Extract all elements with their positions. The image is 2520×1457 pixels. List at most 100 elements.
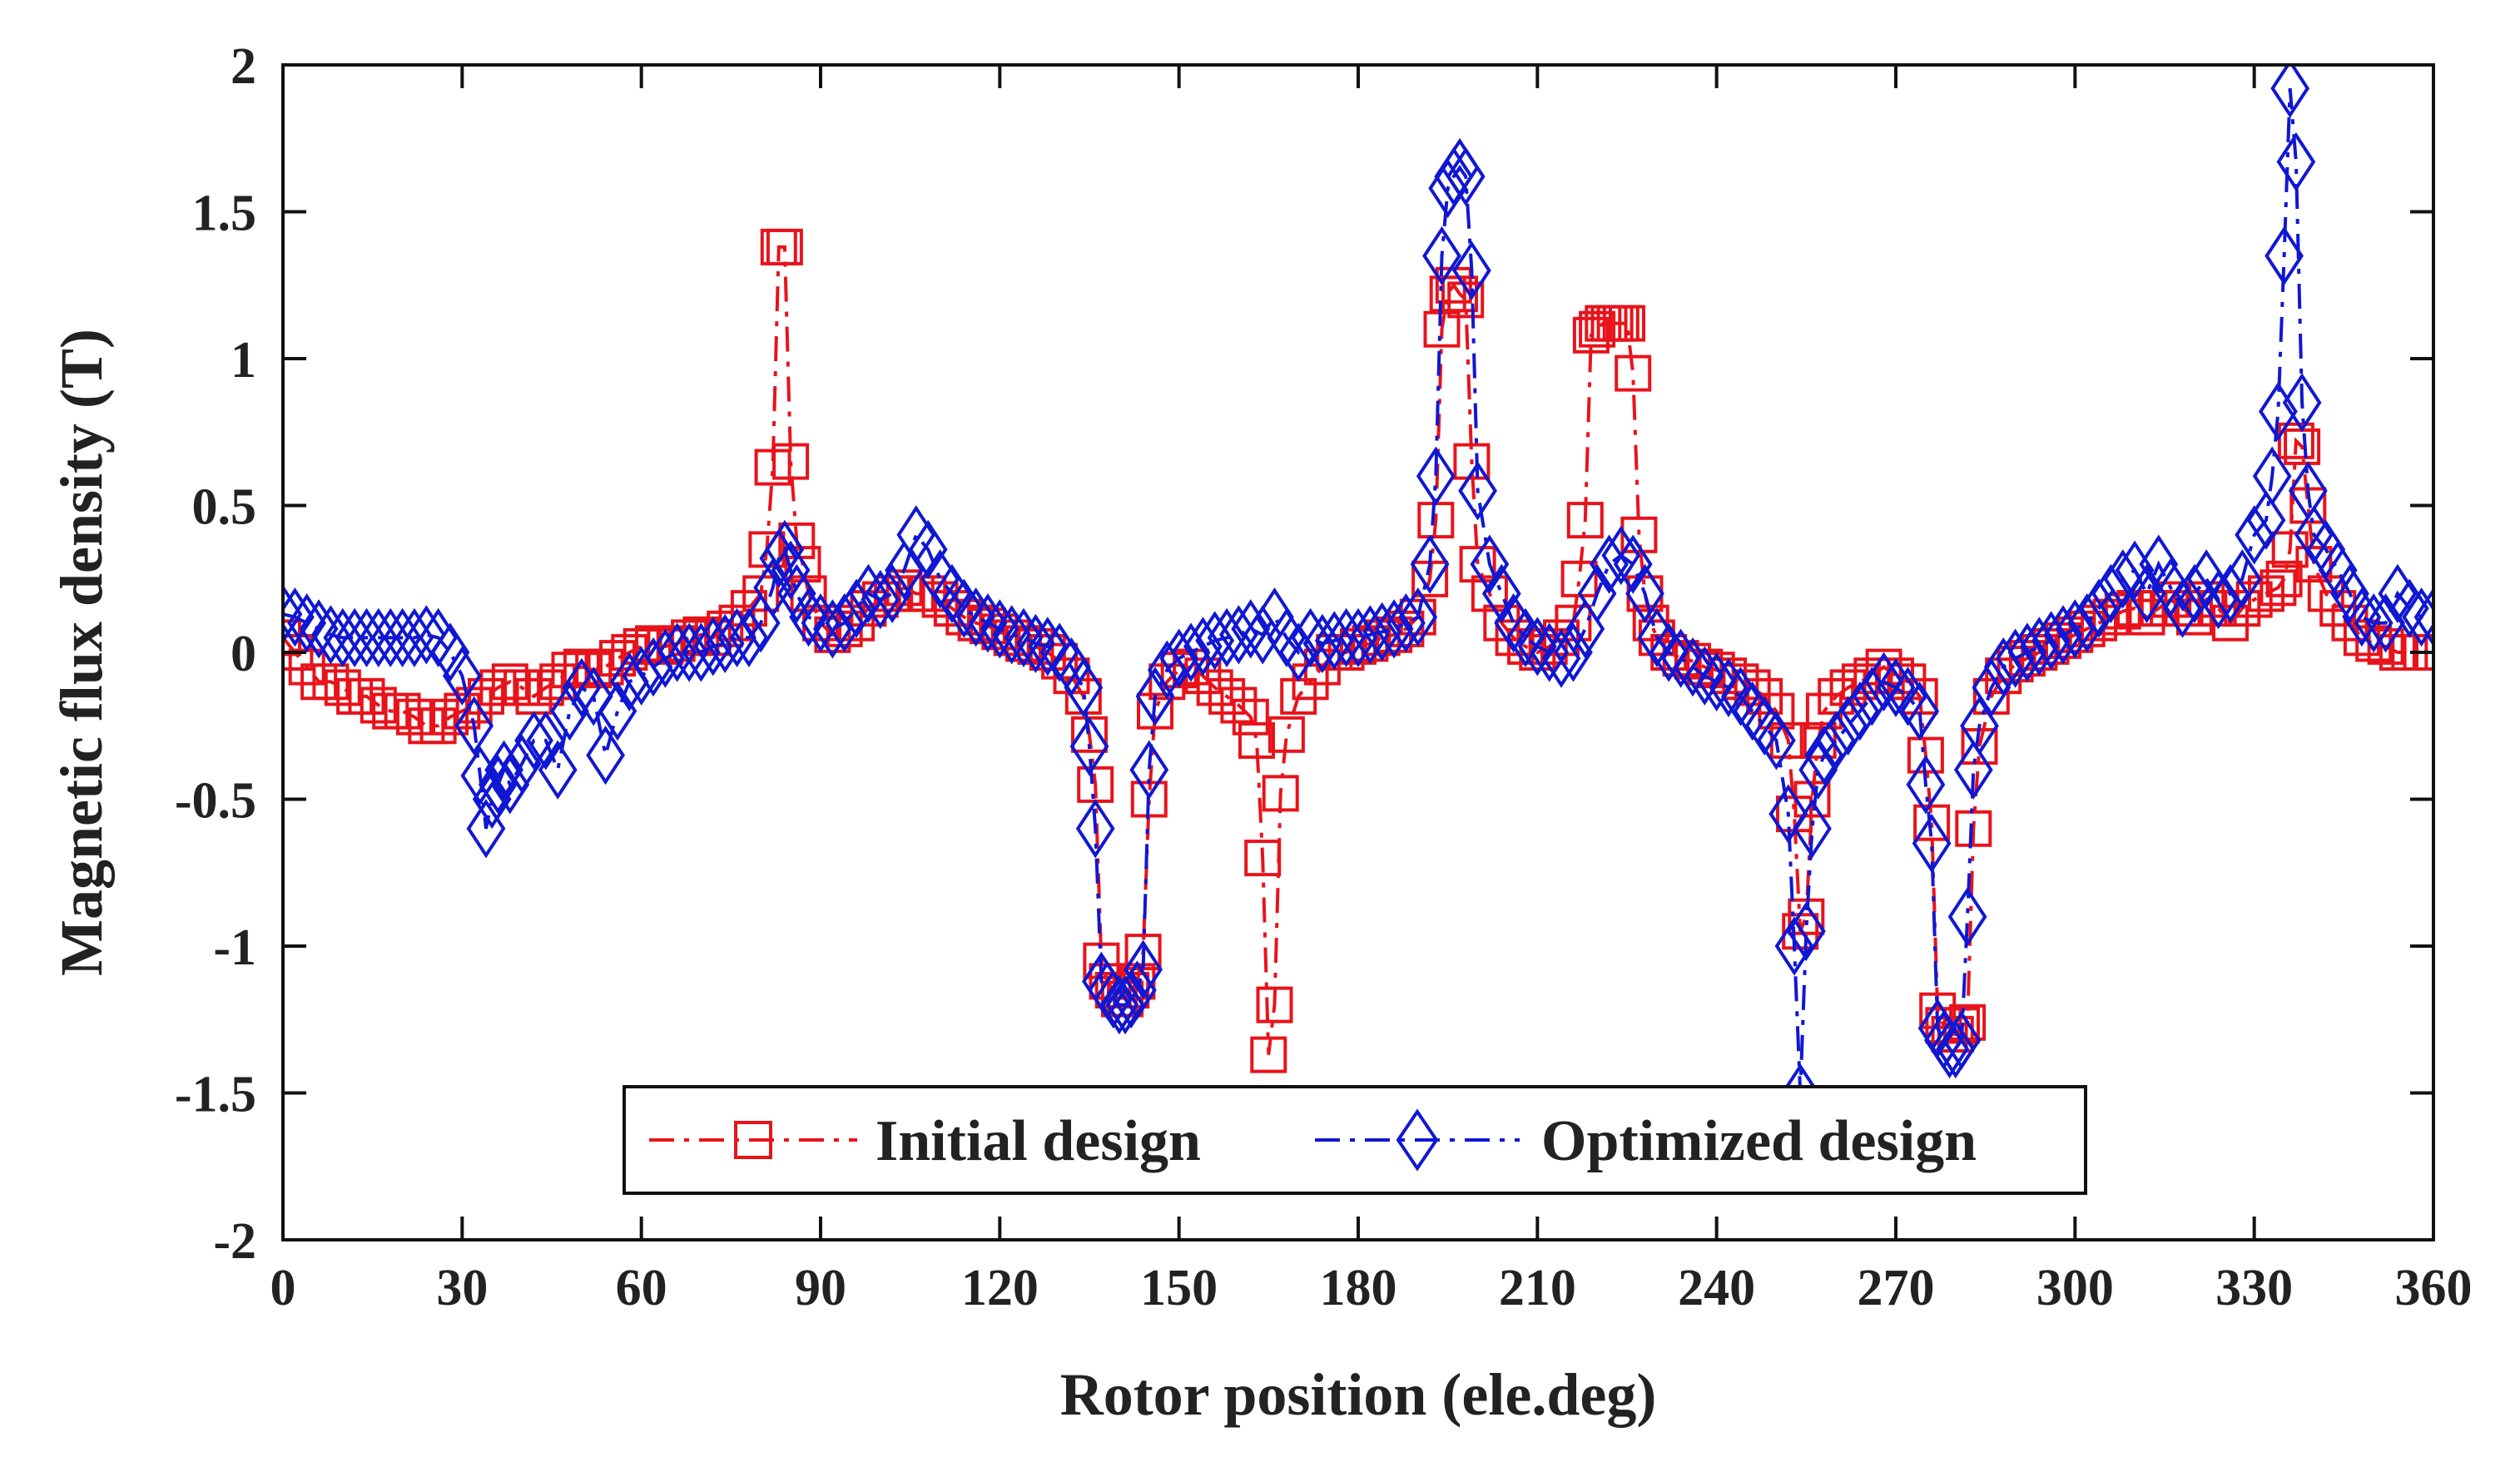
data-point-optimized-design (1840, 681, 1880, 741)
data-point-optimized-design (2163, 578, 2202, 638)
data-point-optimized-design (1374, 599, 1414, 659)
data-point-optimized-design (514, 711, 553, 771)
x-tick-label: 300 (2036, 1260, 2114, 1316)
data-point-initial-design (671, 619, 708, 657)
data-point-initial-design (2295, 546, 2333, 583)
data-point-initial-design (395, 698, 433, 736)
y-axis-label: Magnetic flux density (T) (48, 329, 115, 976)
data-point-optimized-design (1291, 607, 1330, 668)
data-point-optimized-design (2079, 578, 2119, 638)
data-point-optimized-design (562, 657, 602, 718)
data-point-optimized-design (1852, 667, 1892, 726)
data-point-optimized-design (299, 599, 339, 659)
data-point-optimized-design (1124, 939, 1163, 999)
data-point-optimized-design (1428, 158, 1468, 218)
data-point-optimized-design (586, 725, 625, 785)
y-tick-label: 1 (231, 332, 256, 389)
y-tick-label: -0.5 (175, 773, 256, 830)
data-point-optimized-design (1793, 799, 1832, 859)
data-point-optimized-design (861, 569, 900, 630)
x-tick-label: 210 (1499, 1260, 1576, 1316)
data-point-optimized-design (1416, 446, 1456, 506)
data-point-optimized-design (472, 769, 512, 830)
data-point-optimized-design (454, 696, 494, 756)
x-tick-label: 30 (436, 1260, 488, 1316)
data-point-optimized-design (2007, 622, 2047, 682)
data-point-initial-design (283, 634, 314, 671)
data-point-initial-design (444, 692, 481, 730)
data-point-optimized-design (908, 519, 948, 580)
data-point-optimized-design (1458, 461, 1497, 521)
data-point-optimized-design (1118, 960, 1157, 1020)
x-axis-label: Rotor position (ele.deg) (1060, 1361, 1657, 1428)
data-point-optimized-design (2270, 65, 2310, 118)
data-point-optimized-design (1804, 725, 1844, 785)
data-point-initial-design (504, 669, 541, 706)
data-point-initial-design (1620, 516, 1658, 553)
data-point-optimized-design (1757, 711, 1796, 771)
data-point-optimized-design (1302, 613, 1342, 674)
data-point-optimized-design (1649, 622, 1689, 682)
data-point-optimized-design (1684, 646, 1724, 706)
data-point-optimized-design (2210, 563, 2250, 624)
data-point-optimized-design (825, 593, 865, 653)
y-tick-label: 1.5 (192, 186, 257, 242)
data-point-optimized-design (287, 593, 327, 653)
data-point-optimized-design (1864, 652, 1903, 711)
data-point-initial-design (957, 604, 995, 642)
data-point-optimized-design (1816, 711, 1856, 771)
data-point-optimized-design (2252, 446, 2292, 506)
data-point-optimized-design (1506, 607, 1545, 668)
data-point-optimized-design (1171, 622, 1211, 682)
series-optimized-design (283, 65, 2433, 1123)
data-point-initial-design (1913, 804, 1951, 841)
data-point-initial-design (635, 625, 672, 662)
data-point-optimized-design (1517, 617, 1557, 676)
data-point-optimized-design (1798, 740, 1838, 800)
data-point-initial-design (2224, 590, 2261, 627)
data-point-optimized-design (2276, 131, 2316, 192)
data-point-optimized-design (1231, 599, 1271, 659)
data-point-optimized-design (1900, 681, 1940, 741)
data-point-optimized-design (1278, 622, 1318, 682)
data-point-optimized-design (311, 605, 350, 665)
data-point-optimized-design (1541, 628, 1581, 688)
data-point-optimized-design (813, 599, 852, 659)
data-point-optimized-design (1613, 534, 1653, 594)
data-point-optimized-design (1774, 916, 1814, 976)
data-point-initial-design (1250, 1036, 1287, 1073)
data-point-initial-design (2265, 560, 2303, 597)
data-point-optimized-design (705, 613, 745, 674)
data-point-initial-design (468, 677, 504, 715)
data-point-optimized-design (479, 755, 518, 815)
data-point-optimized-design (1410, 534, 1450, 594)
data-point-optimized-design (2222, 549, 2262, 609)
data-point-optimized-design (1709, 657, 1749, 718)
x-tick-label: 90 (795, 1260, 846, 1316)
data-point-optimized-design (2318, 540, 2358, 600)
x-tick-label: 270 (1858, 1260, 1935, 1316)
data-point-initial-design (766, 228, 803, 265)
data-point-optimized-design (1768, 784, 1808, 844)
data-point-initial-design (2056, 616, 2094, 653)
data-point-optimized-design (1004, 607, 1044, 668)
data-point-optimized-design (406, 605, 446, 665)
data-point-optimized-design (1470, 534, 1510, 594)
x-tick-label: 0 (270, 1260, 296, 1316)
data-point-initial-design (1471, 575, 1508, 612)
legend: Initial design Optimized design (623, 1085, 2087, 1195)
data-point-initial-design (1208, 677, 1246, 715)
data-point-initial-design (384, 692, 421, 730)
data-point-optimized-design (573, 667, 613, 726)
data-point-optimized-design (1947, 887, 1987, 947)
data-point-optimized-design (1183, 617, 1223, 676)
x-tick-label: 60 (616, 1260, 667, 1316)
data-point-optimized-design (1016, 613, 1055, 674)
data-point-optimized-design (1786, 901, 1826, 961)
data-point-optimized-design (872, 563, 912, 624)
data-point-optimized-design (1362, 602, 1402, 662)
data-point-optimized-design (2031, 611, 2071, 671)
data-point-optimized-design (1554, 622, 1593, 682)
data-point-initial-design (1788, 898, 1825, 935)
